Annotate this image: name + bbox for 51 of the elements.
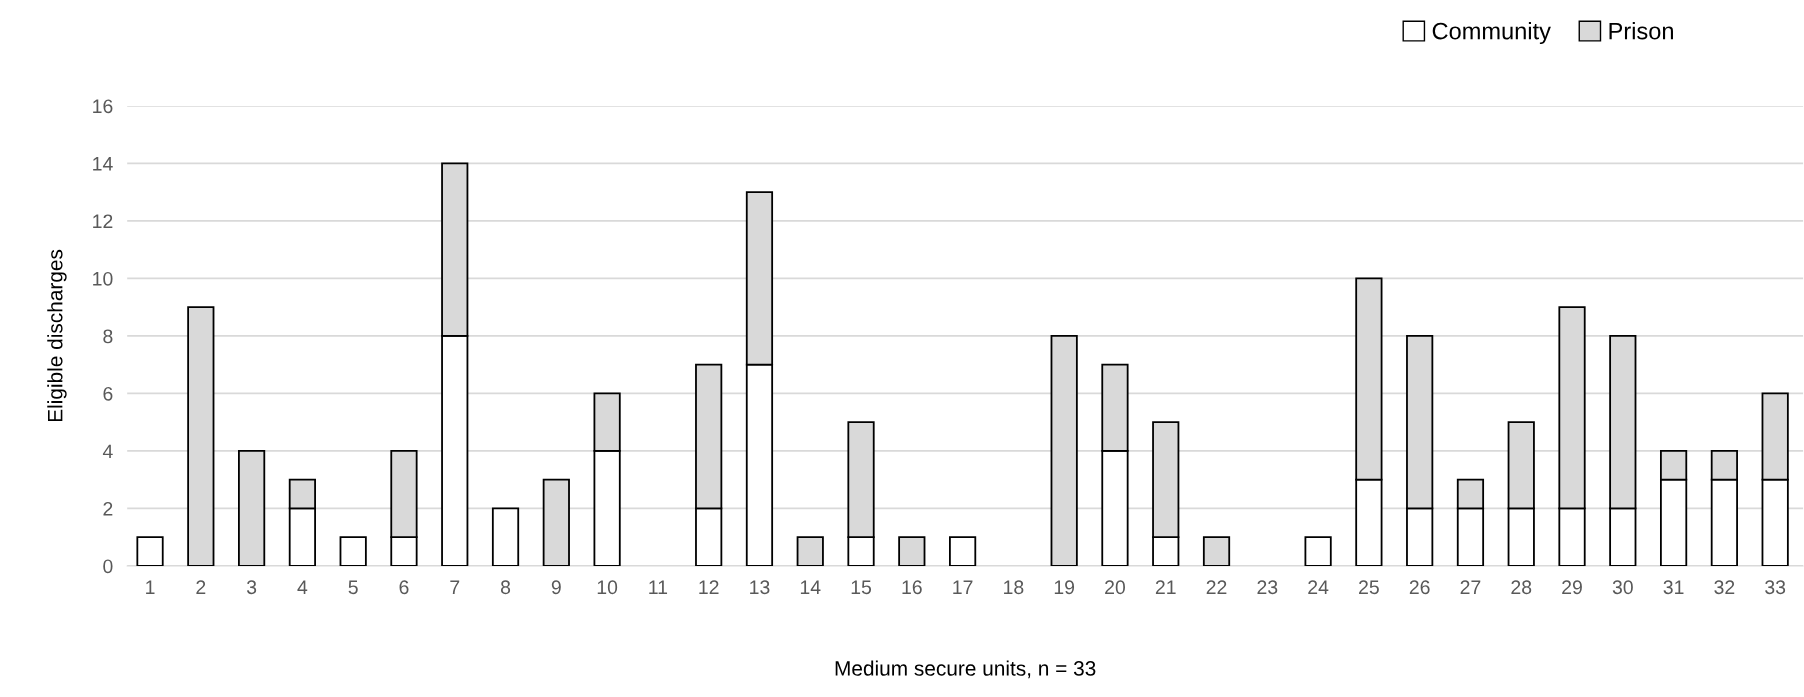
legend-label: Community — [1432, 22, 1551, 45]
x-axis-title: Medium secure units, n = 33 — [835, 660, 1096, 679]
x-tick-label: 7 — [450, 580, 460, 594]
x-tick-label: 22 — [1206, 580, 1227, 594]
bar — [1304, 536, 1332, 566]
y-tick-label: 16 — [93, 99, 113, 114]
x-tick-label: 27 — [1460, 580, 1481, 594]
x-tick-label: 13 — [750, 580, 770, 595]
x-tick-label: 15 — [851, 580, 872, 595]
y-tick-label: 14 — [93, 157, 113, 171]
y-tick-label: 0 — [103, 559, 113, 574]
x-tick-label: 4 — [297, 580, 308, 594]
x-tick-label: 23 — [1257, 580, 1278, 595]
x-tick-label: 18 — [1004, 580, 1024, 595]
x-tick-label: 17 — [953, 580, 973, 594]
x-tick-label: 26 — [1409, 580, 1430, 595]
y-axis-title: Eligible discharges — [47, 249, 67, 422]
y-tick-label: 12 — [93, 214, 113, 228]
x-tick-label: 8 — [500, 580, 511, 595]
bar — [491, 507, 520, 566]
y-tick-label: 10 — [93, 271, 113, 286]
x-tick-label: 28 — [1511, 580, 1532, 595]
x-tick-label: 24 — [1308, 580, 1329, 594]
y-tick-label: 6 — [103, 386, 113, 401]
x-tick-label: 31 — [1663, 580, 1684, 595]
bar — [339, 536, 367, 566]
bar — [948, 536, 977, 566]
x-tick-label: 19 — [1054, 580, 1075, 595]
x-tick-label: 14 — [800, 580, 821, 594]
x-tick-label: 10 — [597, 580, 618, 595]
x-tick-label: 33 — [1765, 580, 1786, 595]
x-tick-label: 12 — [699, 580, 719, 594]
x-tick-label: 30 — [1612, 580, 1633, 595]
x-tick-label: 3 — [246, 580, 257, 595]
x-tick-label: 6 — [399, 580, 409, 595]
x-tick-label: 2 — [196, 580, 206, 594]
x-tick-label: 11 — [649, 580, 668, 594]
x-tick-label: 5 — [348, 580, 358, 595]
bar — [136, 536, 164, 566]
legend-label: Prison — [1609, 22, 1673, 40]
y-tick-label: 8 — [103, 329, 113, 344]
x-tick-label: 25 — [1359, 580, 1379, 595]
x-tick-label: 32 — [1714, 580, 1735, 595]
x-tick-label: 16 — [902, 580, 922, 595]
x-tick-label: 21 — [1155, 580, 1176, 594]
x-tick-label: 1 — [146, 580, 155, 594]
y-tick-label: 2 — [103, 501, 113, 516]
x-tick-label: 9 — [551, 580, 561, 595]
x-tick-label: 20 — [1105, 580, 1126, 595]
y-tick-label: 4 — [102, 444, 113, 458]
x-tick-label: 29 — [1562, 580, 1582, 595]
